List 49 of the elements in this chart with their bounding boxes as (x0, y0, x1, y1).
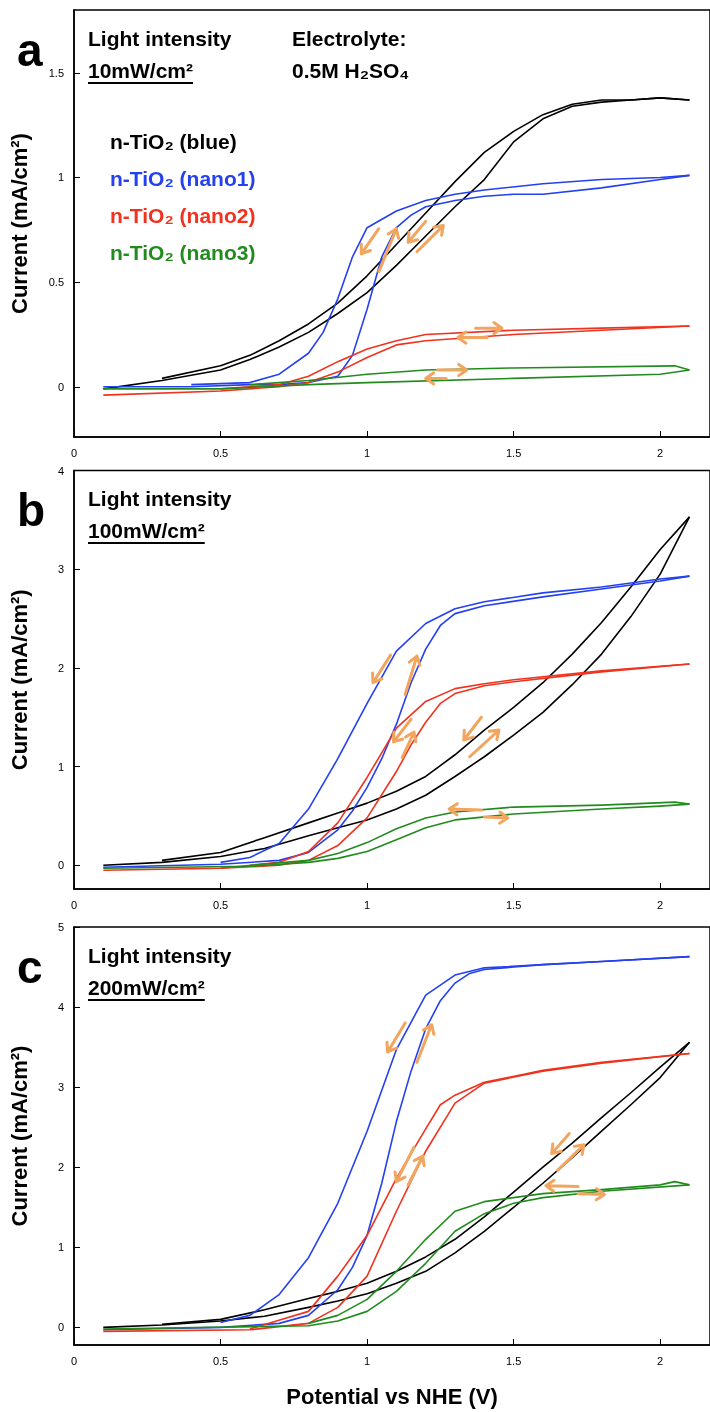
x-tick-label: 2 (657, 1354, 664, 1367)
x-tick-label: 0.5 (212, 446, 229, 459)
y-tick-label: 0 (57, 1321, 64, 1334)
annotation: Electrolyte: (292, 27, 407, 50)
y-tick-label: 0 (57, 380, 64, 393)
x-tick-label: 2 (657, 446, 664, 459)
y-axis-title: Current (mA/cm²) (6, 133, 32, 314)
x-tick-label: 1.5 (505, 898, 522, 911)
annotation: Light intensity (88, 487, 232, 510)
y-tick-label: 1 (57, 171, 64, 184)
y-tick-label: 1 (57, 760, 64, 773)
x-tick-label: 1 (364, 446, 371, 459)
y-tick-label: 2 (57, 661, 64, 674)
x-tick-label: 0.5 (212, 898, 229, 911)
y-tick-label: 1.5 (48, 66, 64, 79)
x-tick-label: 0 (70, 446, 78, 459)
y-tick-label: 0.5 (48, 276, 64, 289)
text: n-TiO₂ (nano2) (110, 204, 256, 227)
annotation: 100mW/cm² (88, 519, 205, 542)
x-tick-label: 1 (364, 1354, 371, 1367)
annotation: Light intensity (88, 27, 232, 50)
x-tick-label: 0.5 (212, 1354, 229, 1367)
annotation: 0.5M H₂SO₄ (292, 59, 410, 82)
y-tick-label: 2 (57, 1161, 64, 1174)
x-tick-label: 1 (364, 898, 371, 911)
chart-title: b (17, 484, 46, 536)
annotation: 10mW/cm² (88, 59, 194, 82)
x-tick-label: 1.5 (505, 446, 522, 459)
x-tick-label: 2 (657, 898, 664, 911)
chart-title: c (17, 941, 43, 993)
text: n-TiO₂ (blue) (110, 130, 237, 153)
y-tick-label: 3 (57, 1081, 64, 1094)
y-tick-label: 0 (57, 859, 64, 872)
text: n-TiO₂ (nano3) (110, 241, 256, 264)
text: n-TiO₂ (nano1) (110, 167, 256, 190)
y-axis-title: Current (mA/cm²) (6, 1045, 32, 1227)
y-tick-label: 5 (57, 921, 64, 933)
chart-title: a (17, 24, 43, 76)
y-tick-label: 4 (57, 1001, 64, 1014)
x-axis-title: Potential vs NHE (V) (286, 1383, 498, 1409)
y-tick-label: 4 (57, 464, 64, 477)
x-tick-label: 0 (70, 1354, 78, 1367)
annotation: Light intensity (88, 944, 232, 967)
annotation: 200mW/cm² (88, 976, 205, 999)
x-tick-label: 0 (70, 898, 78, 911)
y-tick-label: 3 (57, 563, 64, 576)
x-tick-label: 1.5 (505, 1354, 522, 1367)
y-tick-label: 1 (57, 1241, 64, 1254)
y-axis-title: Current (mA/cm²) (6, 589, 32, 771)
